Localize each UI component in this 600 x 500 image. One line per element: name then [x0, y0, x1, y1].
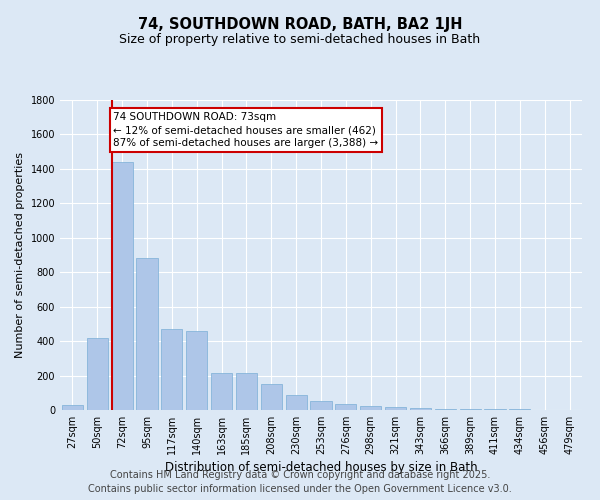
Bar — [335, 404, 356, 410]
Bar — [410, 408, 431, 410]
X-axis label: Distribution of semi-detached houses by size in Bath: Distribution of semi-detached houses by … — [164, 461, 478, 474]
Bar — [161, 329, 182, 410]
Bar — [112, 162, 133, 410]
Bar — [186, 331, 207, 410]
Bar — [310, 400, 332, 410]
Bar — [484, 409, 506, 410]
Bar — [509, 409, 530, 410]
Bar — [62, 405, 83, 410]
Bar — [87, 338, 108, 410]
Bar — [286, 394, 307, 410]
Bar — [435, 409, 456, 410]
Y-axis label: Number of semi-detached properties: Number of semi-detached properties — [15, 152, 25, 358]
Bar — [460, 409, 481, 410]
Bar — [136, 258, 158, 410]
Bar — [360, 406, 381, 410]
Text: Contains HM Land Registry data © Crown copyright and database right 2025.
Contai: Contains HM Land Registry data © Crown c… — [88, 470, 512, 494]
Text: Size of property relative to semi-detached houses in Bath: Size of property relative to semi-detach… — [119, 32, 481, 46]
Bar — [211, 373, 232, 410]
Bar — [261, 384, 282, 410]
Bar — [236, 373, 257, 410]
Text: 74 SOUTHDOWN ROAD: 73sqm
← 12% of semi-detached houses are smaller (462)
87% of : 74 SOUTHDOWN ROAD: 73sqm ← 12% of semi-d… — [113, 112, 379, 148]
Text: 74, SOUTHDOWN ROAD, BATH, BA2 1JH: 74, SOUTHDOWN ROAD, BATH, BA2 1JH — [138, 18, 462, 32]
Bar — [385, 407, 406, 410]
